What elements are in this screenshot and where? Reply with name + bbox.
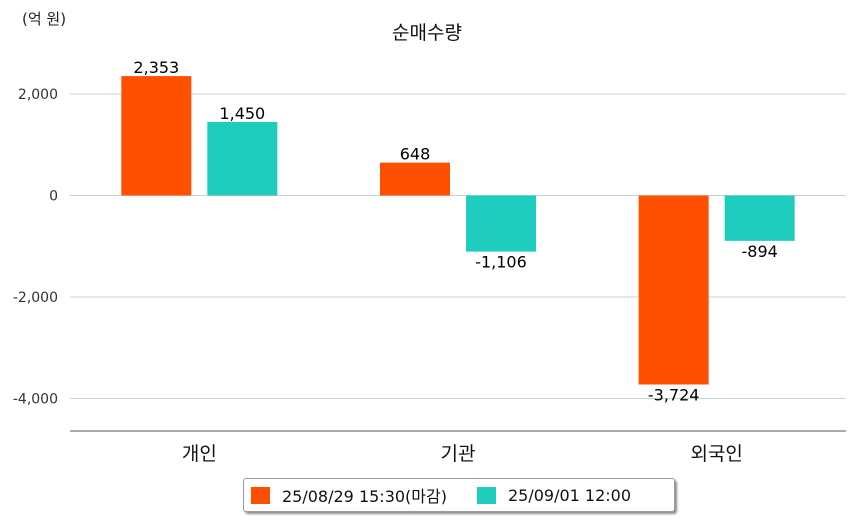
bar-1-1 <box>121 76 192 196</box>
legend-label-series-2: 25/09/01 12:00 <box>507 485 632 505</box>
x-tick-label-3: 외국인 <box>690 443 742 465</box>
bar-2-1 <box>207 121 278 196</box>
legend: 25/08/29 15:30(마감) 25/09/01 12:00 <box>243 478 675 512</box>
y-tick-label-1: 0 <box>49 189 58 205</box>
data-label-2-1: 1,450 <box>219 104 265 123</box>
data-label-1-1: 2,353 <box>133 58 179 77</box>
chart-title: 순매수량 <box>392 22 462 44</box>
x-tick-label-1: 개인 <box>182 443 217 465</box>
legend-label-series-1: 25/08/29 15:30(마감) <box>282 487 447 506</box>
data-label-1-2: 648 <box>400 145 431 164</box>
legend-swatch-series-2 <box>476 486 496 504</box>
data-label-2-2: -1,106 <box>475 253 527 272</box>
x-tick-label-2: 기관 <box>441 443 476 465</box>
bar-1-2 <box>380 162 450 196</box>
y-tick-label-3: -4,000 <box>13 392 58 408</box>
data-label-1-3: -3,724 <box>648 385 700 404</box>
y-tick-label-0: 2,000 <box>18 87 58 103</box>
unit-label: (억 원) <box>22 10 67 28</box>
legend-swatch-series-1 <box>251 486 270 504</box>
legend-item-series-1[interactable]: 25/08/29 15:30(마감) <box>251 483 447 507</box>
y-tick-label-2: -2,000 <box>13 290 58 306</box>
bar-2-3 <box>724 195 795 241</box>
legend-item-series-2[interactable]: 25/09/01 12:00 <box>476 485 632 505</box>
bar-2-2 <box>466 195 536 252</box>
bar-1-3 <box>638 195 709 385</box>
data-label-2-3: -894 <box>742 242 778 261</box>
